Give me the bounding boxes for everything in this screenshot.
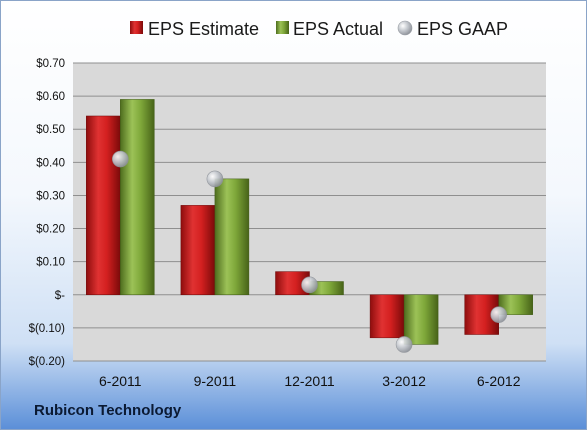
x-category-label: 9-2011 <box>194 373 237 389</box>
company-name: Rubicon Technology <box>34 402 182 419</box>
legend-label-actual: EPS Actual <box>293 19 383 39</box>
bars <box>86 99 533 345</box>
x-axis-labels: 6-2011 9-2011 12-2011 3-2012 6-2012 <box>99 373 521 389</box>
legend-marker-gaap <box>397 20 413 36</box>
x-category-label: 6-2011 <box>99 373 142 389</box>
marker-eps-gaap <box>395 336 413 353</box>
gaap-markers <box>112 150 508 353</box>
y-tick-label: $0.60 <box>36 91 65 103</box>
bar-eps-actual <box>214 178 250 296</box>
marker-eps-gaap <box>112 150 129 168</box>
legend: EPS Estimate EPS Actual EPS GAAP <box>130 19 508 39</box>
marker-eps-gaap <box>490 306 508 323</box>
y-tick-label: $0.10 <box>36 257 65 269</box>
x-category-label: 3-2012 <box>382 373 426 389</box>
y-tick-label: $0.40 <box>36 157 65 169</box>
y-tick-label: $0.30 <box>36 190 65 202</box>
legend-swatch-estimate <box>130 21 143 34</box>
y-tick-label: $- <box>55 290 65 302</box>
y-axis-ticks: $0.70 $0.60 $0.50 $0.40 $0.30 $0.20 $0.10 $- $(0… <box>29 58 66 368</box>
bar-eps-estimate <box>180 205 216 296</box>
y-tick-label: $0.20 <box>36 224 65 236</box>
legend-label-gaap: EPS GAAP <box>417 19 508 39</box>
x-category-label: 6-2012 <box>477 373 521 389</box>
bar-eps-estimate <box>369 294 405 339</box>
y-tick-label: $0.50 <box>36 124 65 136</box>
y-tick-label: $0.70 <box>36 58 65 70</box>
marker-eps-gaap <box>206 170 224 188</box>
bar-eps-actual <box>403 294 439 345</box>
y-tick-label: $(0.10) <box>29 323 66 335</box>
bar-eps-estimate <box>86 115 121 296</box>
bar-eps-actual <box>498 294 533 315</box>
y-tick-label: $(0.20) <box>29 356 66 368</box>
marker-eps-gaap <box>301 276 318 294</box>
bar-eps-actual <box>120 99 155 296</box>
legend-swatch-actual <box>276 21 289 34</box>
legend-label-estimate: EPS Estimate <box>148 19 259 39</box>
x-category-label: 12-2011 <box>284 373 335 389</box>
